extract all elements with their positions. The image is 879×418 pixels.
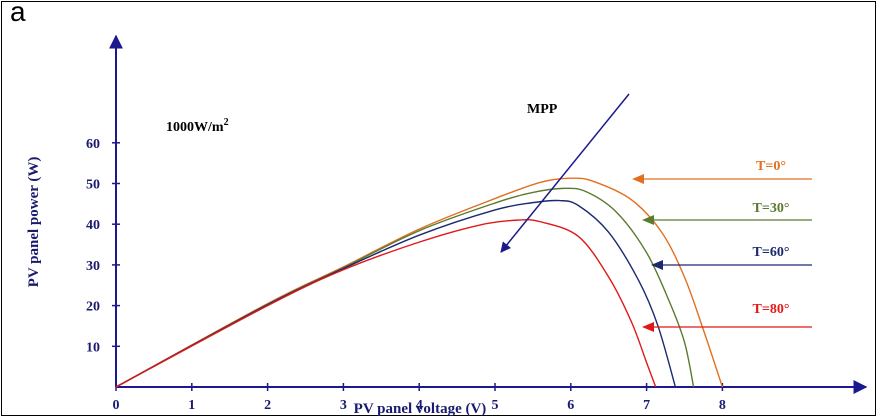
temp-label-0: T=0° (756, 159, 786, 174)
mpp-arrow (500, 93, 630, 253)
y-axis-label: PV panel power (W) (26, 157, 42, 288)
temp-arrow-head-0 (632, 174, 644, 184)
temp-label-1: T=30° (753, 201, 790, 216)
x-tick-label: 0 (113, 398, 120, 413)
y-tick-label: 20 (86, 300, 100, 315)
series-line-3 (115, 218, 657, 388)
series-line-1 (115, 187, 695, 388)
mpp-label: MPP (527, 102, 558, 117)
y-tick-label: 60 (86, 137, 100, 152)
y-tick-label: 50 (86, 178, 100, 193)
y-tick-label: 30 (86, 259, 100, 274)
temp-label-2: T=60° (753, 245, 790, 260)
temp-arrow-head-3 (642, 322, 654, 332)
temperature-labels: T=0° T=30° T=60° T=80° (632, 159, 812, 332)
curves (115, 177, 724, 388)
tick-labels: 0 1 2 3 4 5 6 7 8 10 20 30 40 50 60 (86, 137, 726, 413)
series-line-0 (115, 177, 724, 388)
irradiance-sup: 2 (224, 117, 229, 128)
irradiance-text: 1000W/m (166, 120, 224, 135)
x-tick-label: 3 (340, 398, 347, 413)
x-tick-label: 8 (719, 398, 726, 413)
y-tick-label: 10 (86, 340, 100, 355)
series-line-2 (115, 199, 677, 388)
x-tick-label: 1 (188, 398, 195, 413)
temp-arrow-head-1 (642, 215, 654, 225)
x-tick-label: 2 (264, 398, 271, 413)
x-axis-label: PV panel voltage (V) (354, 401, 487, 417)
panel-letter: a (10, 0, 26, 27)
x-tick-label: 4 (416, 398, 423, 413)
x-tick-label: 6 (567, 398, 574, 413)
temp-label-3: T=80° (753, 302, 790, 317)
temp-arrow-head-2 (651, 260, 663, 270)
x-tick-label: 5 (492, 398, 499, 413)
irradiance-label: 1000W/m2 (166, 117, 229, 135)
x-tick-label: 7 (643, 398, 650, 413)
y-tick-label: 40 (86, 218, 100, 233)
axes (109, 34, 868, 394)
